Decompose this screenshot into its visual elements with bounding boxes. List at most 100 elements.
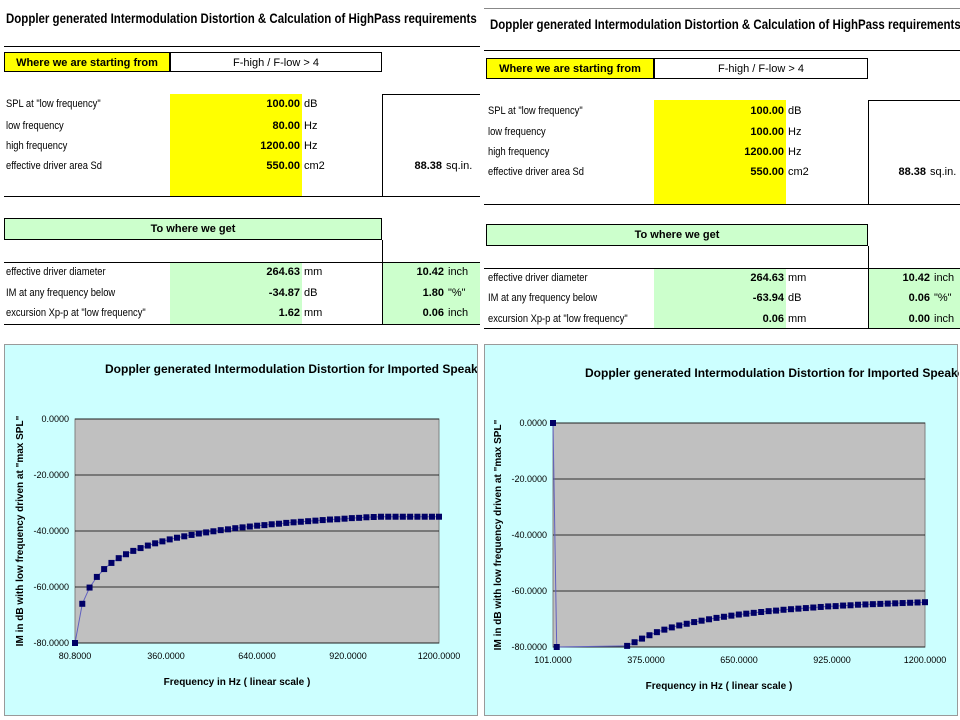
data-point <box>283 519 290 526</box>
data-point <box>840 602 847 609</box>
x-tick-label: 101.0000 <box>534 655 572 665</box>
input-value[interactable]: 550.00 <box>750 166 784 178</box>
input-value[interactable]: 550.00 <box>266 160 300 172</box>
result-alt-value: 0.06 <box>422 307 444 319</box>
result-label: IM at any frequency below <box>6 287 116 299</box>
result-value: -63.94 <box>752 292 784 304</box>
area-sqin-value: 88.38 <box>898 166 926 178</box>
data-point <box>261 522 268 529</box>
data-point <box>181 533 188 540</box>
divider <box>4 324 480 325</box>
result-alt-value: 1.80 <box>422 287 444 299</box>
data-point <box>232 525 239 532</box>
y-axis-label: IM in dB with low frequency driven at "m… <box>15 415 26 646</box>
result-label: effective driver diameter <box>6 266 106 278</box>
input-value[interactable]: 100.00 <box>750 105 784 117</box>
data-point <box>884 600 891 607</box>
result-label: excursion Xp-p at "low frequency" <box>6 307 146 319</box>
result-unit: dB <box>788 292 802 304</box>
result-unit: mm <box>304 307 323 319</box>
result-alt-value: 0.06 <box>908 292 930 304</box>
divider <box>484 328 960 329</box>
data-point <box>421 513 428 520</box>
data-point <box>377 513 384 520</box>
data-point <box>72 640 78 646</box>
data-point <box>108 559 115 566</box>
data-point <box>750 609 757 616</box>
data-point <box>706 616 713 623</box>
data-point <box>683 620 690 627</box>
data-point <box>720 613 727 620</box>
data-point <box>691 619 698 626</box>
data-point <box>297 518 304 525</box>
data-point <box>203 529 210 536</box>
y-tick-label: -20.0000 <box>33 470 69 480</box>
result-label: IM at any frequency below <box>488 292 598 304</box>
data-point <box>363 514 370 521</box>
y-axis-label: IM in dB with low frequency driven at "m… <box>493 419 504 650</box>
data-point <box>728 612 735 619</box>
data-point <box>290 519 297 526</box>
sheet-title: Doppler generated Intermodulation Distor… <box>490 16 960 32</box>
data-point <box>735 611 742 618</box>
input-value[interactable]: 1200.00 <box>744 146 784 158</box>
data-point <box>348 515 355 522</box>
input-value[interactable]: 80.00 <box>272 120 300 132</box>
start-header: Where we are starting from <box>4 52 170 72</box>
result-unit: mm <box>788 313 807 325</box>
data-point <box>101 566 108 573</box>
x-tick-label: 650.0000 <box>720 655 758 665</box>
data-point <box>79 600 86 607</box>
divider <box>868 100 869 204</box>
input-unit: Hz <box>304 140 318 152</box>
data-point <box>646 632 653 639</box>
y-tick-label: -40.0000 <box>511 530 547 540</box>
result-value: 264.63 <box>750 272 784 284</box>
result-alt-unit: inch <box>448 266 469 278</box>
divider <box>484 204 960 205</box>
data-point <box>787 606 794 613</box>
x-tick-label: 925.0000 <box>813 655 851 665</box>
result-unit: dB <box>304 287 318 299</box>
data-point <box>326 516 333 523</box>
data-point <box>188 531 195 538</box>
data-point <box>639 635 646 642</box>
data-point <box>892 600 899 607</box>
y-tick-label: 0.0000 <box>519 418 547 428</box>
data-point <box>93 573 100 580</box>
data-point <box>624 642 631 649</box>
input-unit: Hz <box>304 120 318 132</box>
chart-right: Doppler generated Intermodulation Distor… <box>484 344 959 716</box>
result-value: 264.63 <box>266 266 300 278</box>
input-label: high frequency <box>6 140 68 152</box>
data-point <box>676 622 683 629</box>
data-point <box>246 523 253 530</box>
input-value[interactable]: 1200.00 <box>260 140 300 152</box>
chart-left: Doppler generated Intermodulation Distor… <box>4 344 478 716</box>
result-alt-value: 10.42 <box>902 272 930 284</box>
input-block <box>170 94 302 196</box>
result-alt-unit: inch <box>934 313 955 325</box>
data-point <box>115 555 122 562</box>
data-point <box>268 521 275 528</box>
data-point <box>862 601 869 608</box>
x-tick-label: 360.0000 <box>147 651 185 661</box>
data-point <box>765 608 772 615</box>
data-point <box>144 542 151 549</box>
input-value[interactable]: 100.00 <box>266 98 300 110</box>
divider <box>484 8 960 9</box>
y-tick-label: -40.0000 <box>33 526 69 536</box>
data-point <box>802 605 809 612</box>
divider <box>4 196 480 197</box>
result-alt-unit: "%" <box>934 292 952 304</box>
data-point <box>173 534 180 541</box>
left-sheet: Doppler generated Intermodulation Distor… <box>0 0 480 340</box>
data-point <box>341 515 348 522</box>
data-point <box>713 614 720 621</box>
area-sqin-unit: sq.in. <box>930 166 957 178</box>
input-value[interactable]: 100.00 <box>750 126 784 138</box>
data-point <box>847 602 854 609</box>
data-point <box>392 513 399 520</box>
chart-right-svg: Doppler generated Intermodulation Distor… <box>493 366 959 692</box>
x-tick-label: 1200.0000 <box>418 651 461 661</box>
